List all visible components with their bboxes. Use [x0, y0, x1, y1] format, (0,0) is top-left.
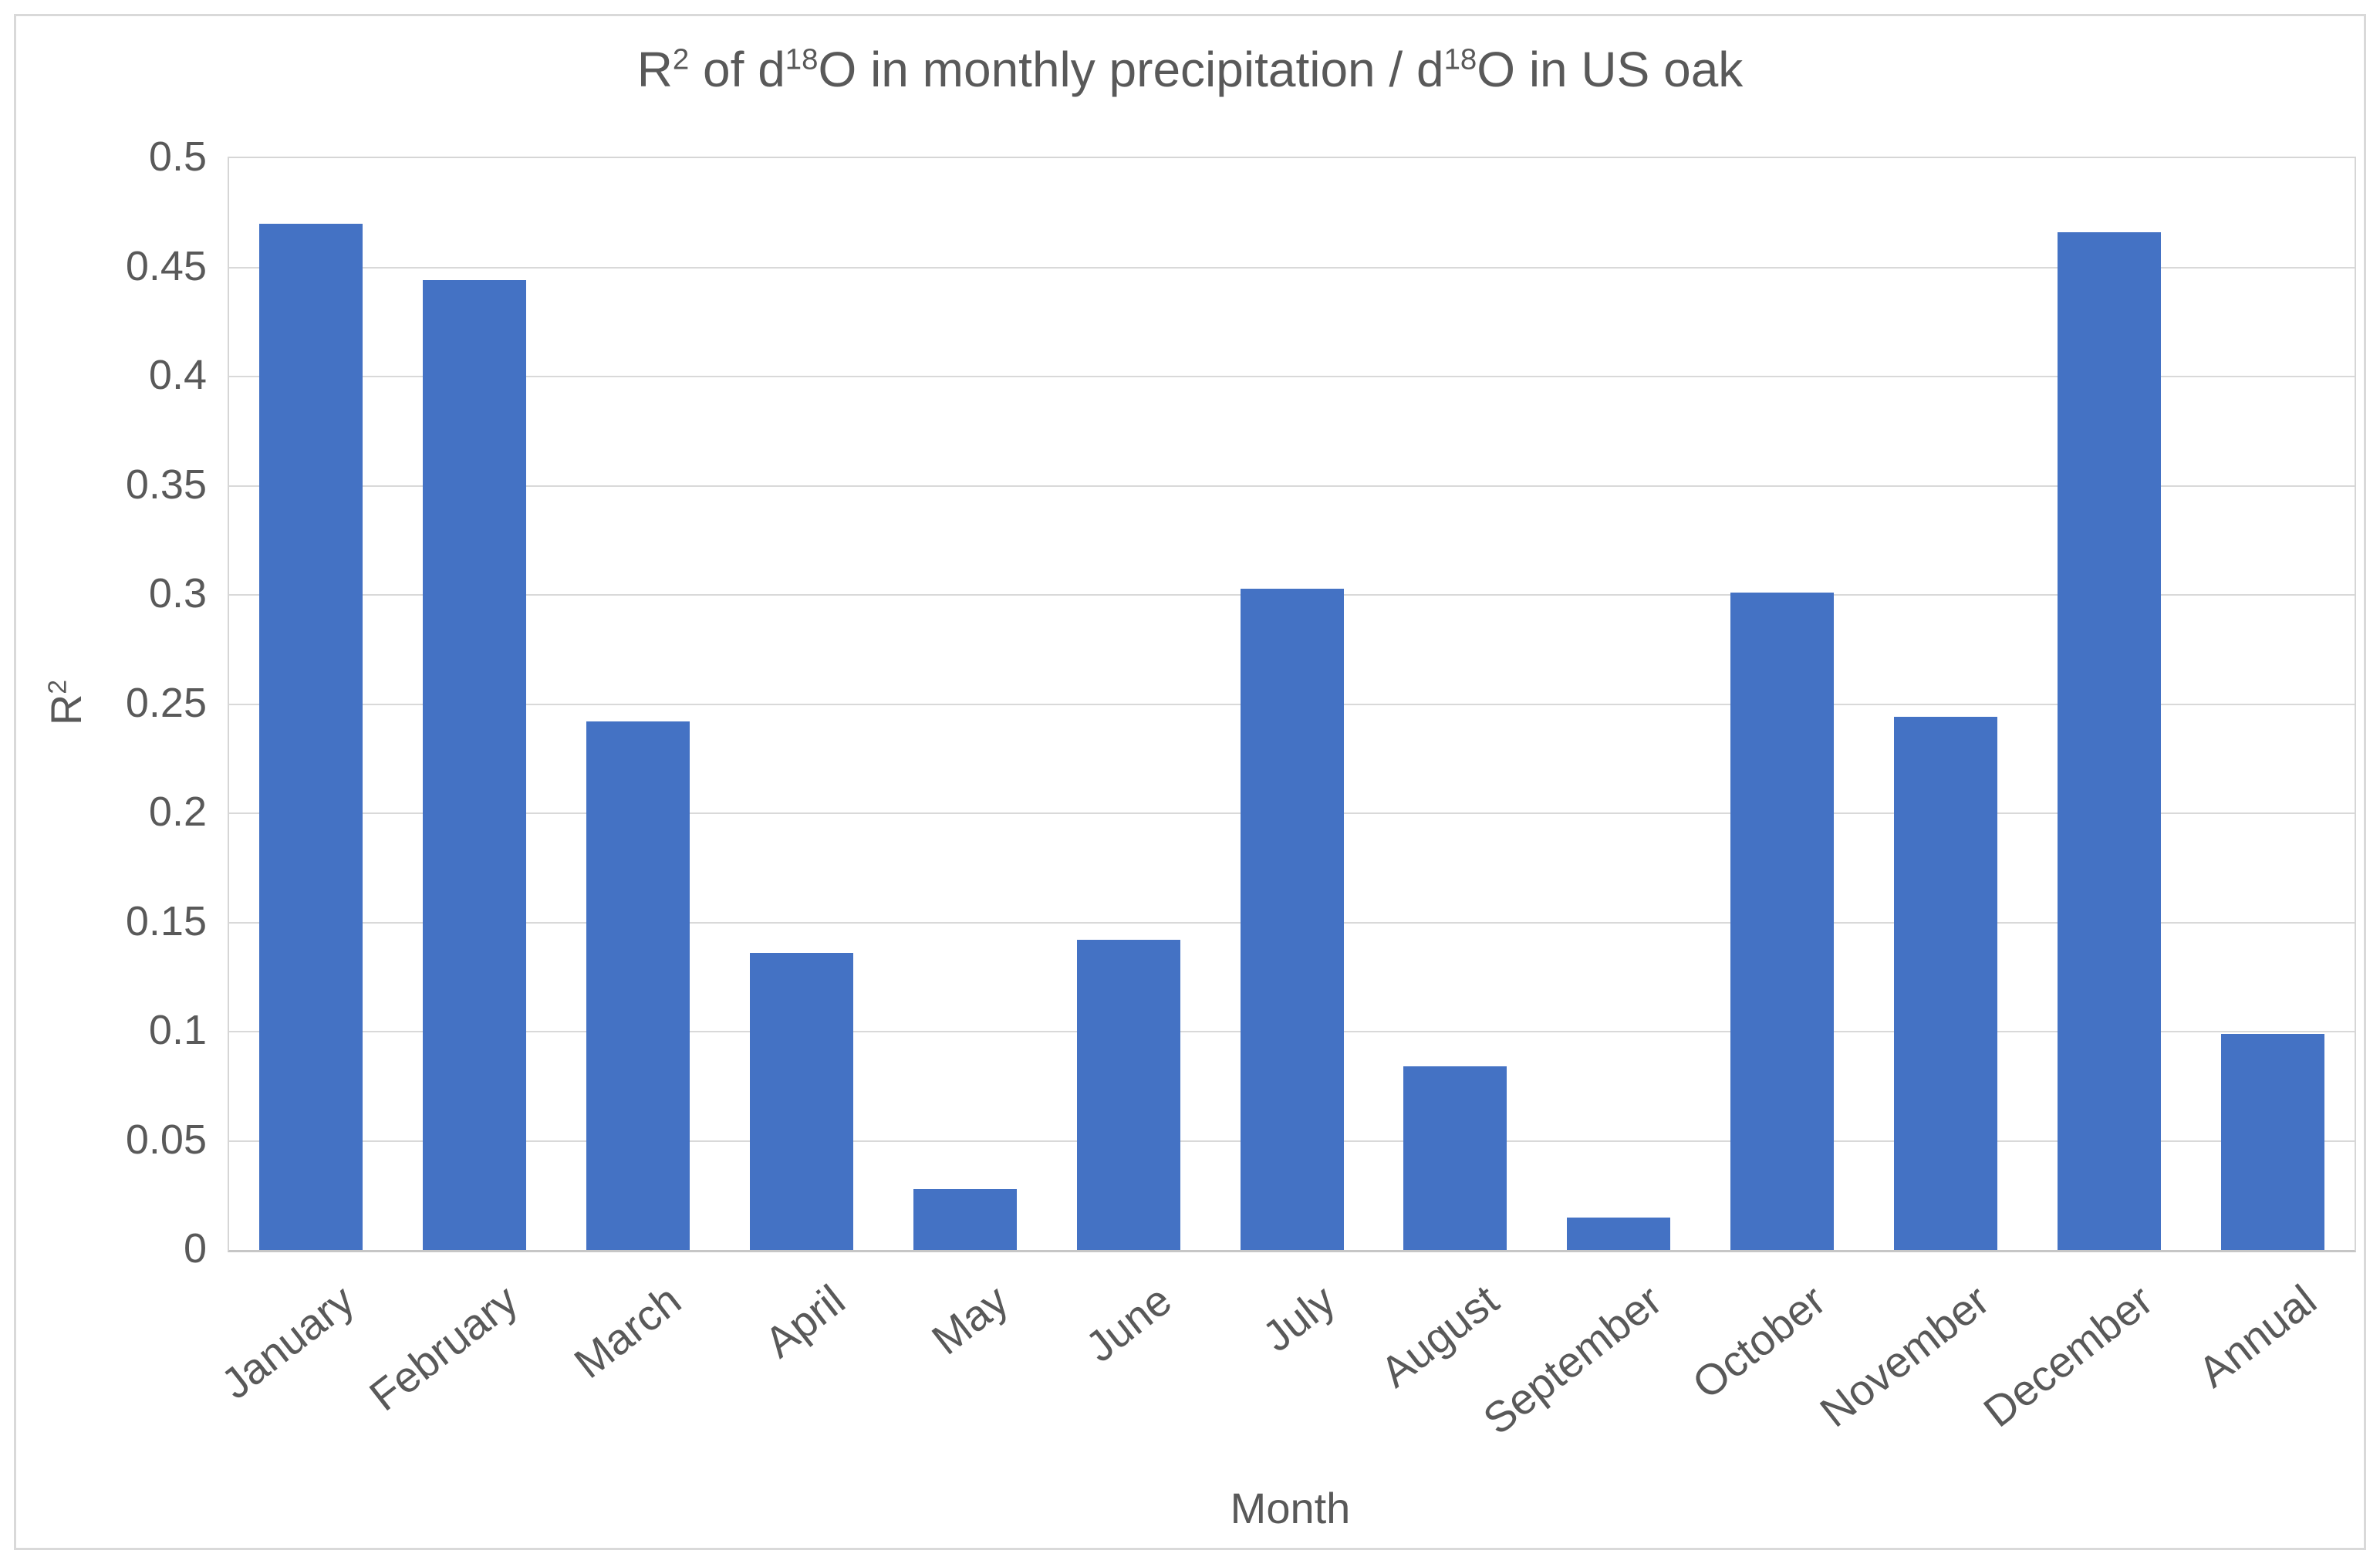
bar-april	[749, 953, 853, 1250]
bar-january	[258, 223, 363, 1250]
bar-september	[1567, 1217, 1671, 1250]
x-tick-label: May	[922, 1275, 1018, 1364]
bar-august	[1403, 1066, 1507, 1250]
text-run: of d	[689, 42, 785, 97]
superscript: 18	[785, 42, 819, 76]
x-tick-label: August	[1371, 1275, 1507, 1397]
y-tick-label: 0.15	[125, 897, 207, 944]
plot-area	[228, 157, 2356, 1252]
bar-annual	[2221, 1033, 2325, 1250]
bar-december	[2058, 232, 2162, 1250]
x-tick-label: November	[1811, 1275, 1998, 1437]
bar-may	[913, 1188, 1017, 1250]
y-tick-label: 0.05	[125, 1116, 207, 1163]
bar-march	[586, 721, 690, 1250]
bar-november	[1894, 717, 1998, 1250]
x-tick-label: July	[1253, 1275, 1344, 1361]
x-tick-label: January	[211, 1275, 363, 1409]
y-tick-label: 0	[183, 1225, 207, 1272]
gridline	[229, 485, 2355, 487]
x-tick-label: Annual	[2189, 1275, 2325, 1397]
x-tick-label: March	[565, 1275, 690, 1388]
text-run: R	[636, 42, 673, 97]
y-axis-tick-labels: 0 0.05 0.1 0.15 0.2 0.25 0.3 0.35 0.4 0.45 0.5	[0, 133, 207, 1272]
x-tick-label: June	[1076, 1275, 1180, 1372]
x-tick-label: October	[1683, 1275, 1835, 1409]
bar-july	[1240, 588, 1344, 1250]
x-axis-title: Month	[1230, 1484, 1351, 1532]
y-tick-label: 0.45	[125, 242, 207, 289]
superscript: 18	[1443, 42, 1477, 76]
y-tick-label: 0.5	[148, 133, 207, 180]
x-tick-label: December	[1974, 1275, 2162, 1437]
text-run: O in US oak	[1477, 42, 1744, 97]
x-tick-label: September	[1474, 1275, 1671, 1444]
x-tick-label: February	[360, 1275, 527, 1420]
superscript: 2	[672, 42, 690, 76]
gridline	[229, 376, 2355, 377]
gridline	[229, 266, 2355, 269]
y-tick-label: 0.2	[148, 789, 207, 835]
bar-october	[1730, 593, 1835, 1250]
bar-february	[422, 280, 526, 1250]
chart-title: R2 of d18O in monthly precipitation / d1…	[0, 37, 2380, 102]
y-tick-label: 0.25	[125, 679, 207, 726]
x-tick-label: April	[755, 1275, 854, 1367]
text-run: O in monthly precipitation / d	[818, 42, 1444, 97]
y-tick-label: 0.35	[125, 461, 207, 508]
y-tick-label: 0.4	[148, 352, 207, 398]
y-tick-label: 0.3	[148, 570, 207, 616]
bar-june	[1076, 940, 1180, 1250]
y-tick-label: 0.1	[148, 1007, 207, 1053]
